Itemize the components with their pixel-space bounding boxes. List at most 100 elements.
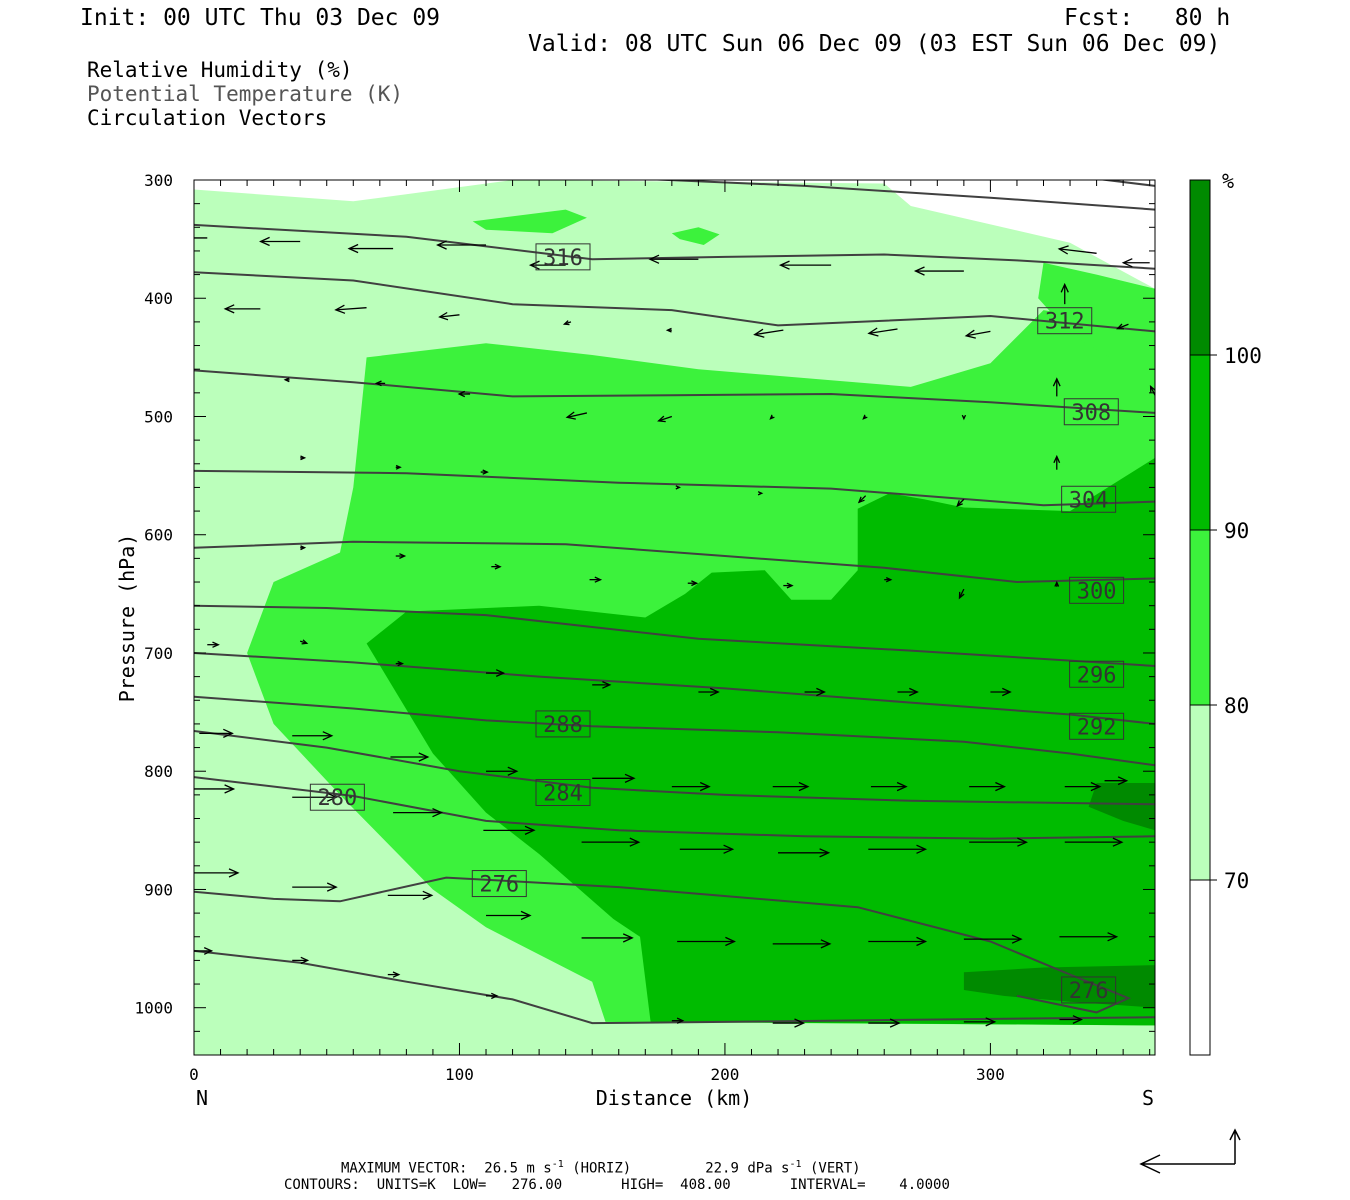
vector-head — [1149, 384, 1155, 393]
rh-100-region — [963, 965, 1155, 1008]
vector-head — [1057, 245, 1069, 255]
vector-head — [964, 329, 976, 339]
forecast-hour: Fcst: 80 h — [1064, 5, 1231, 31]
circulation-vector — [259, 236, 301, 247]
vector-shaft — [754, 329, 784, 336]
theta-label-box — [471, 870, 527, 898]
circulation-vector — [868, 1018, 901, 1028]
max-vector-vert-value: 22.9 dPa s — [705, 1160, 790, 1177]
circulation-vector — [862, 414, 868, 420]
vector-head — [392, 971, 401, 978]
theta-contours — [194, 180, 1155, 1025]
vector-head — [259, 236, 270, 247]
colorbar-segment — [1190, 705, 1210, 880]
vector-head — [223, 728, 234, 738]
circulation-vector — [300, 545, 307, 551]
vector-head — [326, 792, 338, 802]
vector-head — [699, 781, 711, 792]
circulation-vector — [913, 266, 964, 276]
theta-label-box — [1061, 976, 1117, 1004]
vector-shaft — [1150, 386, 1155, 396]
y-tick-label: 300 — [144, 171, 173, 190]
theta-contour-line — [194, 369, 1155, 414]
theta-label-box — [1069, 712, 1125, 740]
circulation-vector — [299, 639, 309, 645]
circulation-vector — [292, 731, 334, 741]
theta-contour-label: 300 — [1077, 579, 1117, 604]
vector-head — [482, 469, 489, 475]
vector-head — [1011, 934, 1023, 944]
rh-90-100-region — [366, 457, 1155, 1026]
theta-contour-label: 316 — [543, 246, 583, 271]
vector-head — [769, 414, 775, 420]
theta-contour-line — [194, 730, 1155, 806]
rh-100-region — [1088, 783, 1155, 831]
circulation-vector — [395, 553, 407, 559]
vector-head — [347, 243, 359, 254]
circulation-vector — [1060, 282, 1069, 305]
circulation-vectors — [159, 234, 1155, 1028]
vector-head — [956, 500, 963, 508]
valid-time: Valid: 08 UTC Sun 06 Dec 09 (03 EST Sun … — [528, 31, 1221, 57]
rh-80-90-region — [1038, 262, 1155, 364]
vector-head — [524, 825, 536, 835]
theta-contour-line — [645, 180, 1155, 211]
vector-head — [985, 1017, 997, 1027]
contours-info: CONTOURS: UNITS=K LOW= 276.00 HIGH= 408.… — [284, 1177, 950, 1193]
vector-head — [159, 234, 168, 242]
vector-head — [757, 491, 764, 496]
vector-head — [1054, 580, 1060, 587]
circulation-vector — [677, 936, 736, 947]
vector-head — [562, 320, 570, 326]
circulation-vector — [1054, 580, 1060, 587]
max-vector-horiz-value: MAXIMUM VECTOR: 26.5 m s — [341, 1160, 552, 1177]
circulation-vector — [581, 837, 641, 847]
vector-head — [916, 936, 928, 947]
x-axis-label: Distance (km) — [596, 1086, 753, 1110]
vector-head — [422, 890, 434, 900]
vector-shaft — [439, 314, 460, 318]
exp-1: -1 — [551, 1159, 564, 1170]
circulation-vector — [292, 956, 310, 965]
vector-head — [958, 591, 965, 600]
legend-rh: Relative Humidity (%) — [87, 58, 353, 82]
reference-vector-icon — [1139, 1128, 1241, 1174]
vector-head — [438, 311, 449, 321]
vector-head — [397, 660, 404, 667]
theta-label-box — [535, 243, 591, 271]
circulation-vector — [223, 304, 261, 314]
colorbar-label: 100 — [1224, 344, 1262, 368]
vector-head — [1112, 837, 1124, 847]
vector-head — [326, 882, 338, 892]
circulation-vector — [753, 328, 784, 338]
vector-head — [816, 687, 826, 697]
circulation-vector — [963, 934, 1023, 944]
vector-head — [995, 781, 1006, 792]
x-tick-label: 0 — [189, 1065, 199, 1084]
circulation-vector — [1059, 1015, 1083, 1024]
colorbar-frame — [1189, 179, 1211, 1056]
circulation-vector — [486, 766, 519, 776]
circulation-vector — [961, 414, 967, 421]
vector-shaft — [1117, 323, 1129, 330]
theta-label-box — [535, 710, 591, 738]
vector-head — [725, 936, 736, 947]
vector-head — [494, 563, 502, 570]
y-tick-label: 600 — [144, 526, 173, 545]
vector-head — [300, 545, 307, 551]
circulation-vector — [698, 687, 720, 697]
circulation-vector — [1059, 932, 1119, 942]
vector-head — [594, 576, 603, 583]
vector-head — [1090, 781, 1102, 792]
vector-head — [753, 328, 765, 338]
circulation-vector — [395, 660, 404, 667]
vector-head — [432, 808, 444, 818]
circulation-vector — [562, 320, 572, 326]
vector-head — [301, 639, 309, 645]
vector-head — [395, 464, 402, 470]
colorbar: 70 80 90 100 — [1189, 179, 1262, 1056]
circulation-vector — [665, 327, 672, 333]
circulation-vector — [292, 792, 338, 802]
vector-head — [916, 844, 928, 854]
vector-head — [203, 947, 214, 955]
